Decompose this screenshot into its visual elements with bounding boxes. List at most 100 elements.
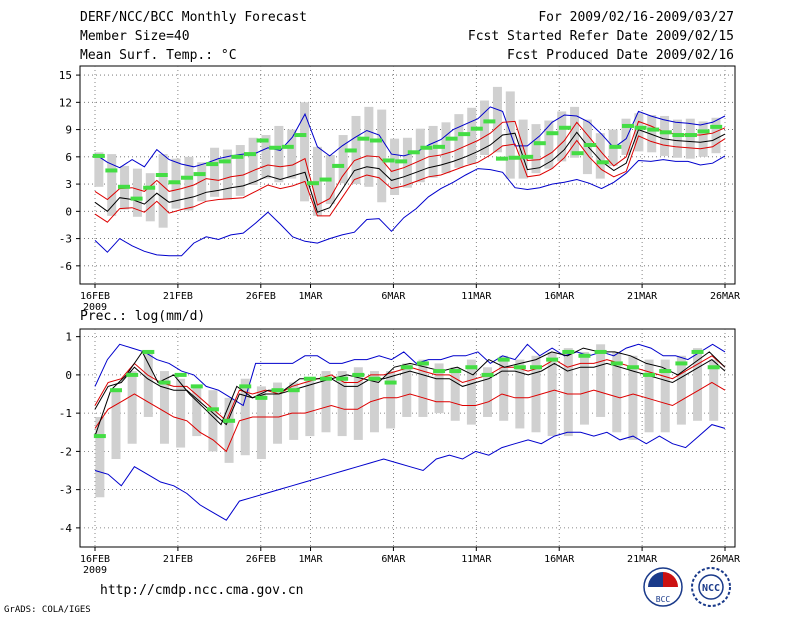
prec-year-label: 2009	[83, 565, 107, 576]
prec-spread-box	[644, 359, 654, 433]
prec-obs-marker	[368, 376, 381, 381]
prec-xtick-label: 11MAR	[461, 554, 492, 565]
prec-series-lower	[94, 381, 726, 453]
prec-obs-marker	[497, 357, 510, 362]
prec-obs-marker	[142, 349, 155, 354]
prec-obs-marker	[562, 349, 575, 354]
temp-spread-box	[505, 91, 515, 179]
prec-obs-marker	[271, 388, 284, 393]
temp-xtick-label: 1MAR	[298, 291, 323, 302]
prec-spread-box	[353, 367, 363, 440]
prec-obs-marker	[93, 434, 106, 439]
prec-obs-marker	[626, 365, 639, 370]
temp-spread-box	[210, 147, 220, 197]
prec-obs-marker	[206, 407, 219, 412]
prec-obs-marker	[643, 372, 656, 377]
prec-obs-marker	[675, 361, 688, 366]
temp-obs-marker	[180, 175, 193, 180]
temp-spread-box	[377, 109, 387, 203]
temp-obs-marker	[155, 173, 168, 177]
fcst-started-date: Fcst Started Refer Date 2009/02/15	[467, 29, 734, 44]
prec-obs-marker	[223, 418, 236, 423]
forecast-period: For 2009/02/16-2009/03/27	[538, 10, 734, 25]
temp-series-lower	[94, 135, 726, 223]
temp-spread-box	[660, 115, 670, 156]
prec-spread-box	[418, 359, 428, 417]
prec-obs-marker	[255, 395, 268, 400]
prec-spread-box	[693, 348, 703, 421]
temp-obs-marker	[382, 158, 395, 163]
temp-obs-marker	[231, 154, 244, 159]
temp-spread-box	[454, 114, 464, 168]
temp-spread-box	[222, 149, 232, 200]
prec-spread-box	[402, 363, 412, 417]
prec-spread-box	[289, 382, 299, 440]
temp-spread-box	[390, 138, 400, 195]
temp-obs-marker	[432, 144, 445, 149]
temp-xtick-label: 26FEB	[246, 291, 276, 302]
prec-obs-marker	[465, 365, 478, 370]
prec-ytick-label: -3	[59, 484, 72, 497]
prec-series-min	[94, 424, 726, 521]
temp-obs-marker	[130, 196, 143, 201]
prec-obs-marker	[513, 365, 526, 370]
temp-spread-box	[685, 118, 695, 159]
temp-obs-marker	[546, 131, 559, 136]
temp-series-mean	[94, 128, 726, 213]
temp-obs-marker	[168, 180, 181, 185]
prec-ytick-label: -1	[59, 407, 72, 420]
temp-obs-marker	[407, 150, 420, 155]
prec-spread-box	[192, 386, 202, 437]
temp-spread-box	[518, 119, 528, 179]
prec-spread-box	[547, 351, 557, 437]
prec-obs-marker	[530, 365, 542, 370]
prec-frame	[79, 328, 736, 548]
prec-spread-box	[273, 382, 283, 444]
temp-xtick-label: 6MAR	[381, 291, 406, 302]
temp-obs-marker	[193, 172, 206, 177]
temp-obs-marker	[256, 138, 269, 143]
temp-spread-box	[557, 111, 567, 162]
temp-year-label: 2009	[83, 302, 107, 313]
grads-credit: GrADS: COLA/IGES	[4, 605, 91, 615]
temp-spread-box	[711, 117, 721, 154]
temp-spread-box	[287, 129, 297, 179]
temp-spread-box	[248, 137, 258, 185]
temp-xtick-label: 11MAR	[461, 291, 492, 302]
prec-spread-box	[143, 351, 153, 417]
temp-obs-marker	[672, 133, 685, 138]
temp-series-upper	[94, 120, 726, 206]
temp-spread-box	[672, 119, 682, 158]
temp-obs-marker	[483, 119, 496, 124]
temp-ytick-label: 6	[65, 151, 72, 164]
temp-spread-box	[595, 133, 605, 179]
ncc-logo-text: NCC	[702, 583, 720, 594]
temp-spread-box	[621, 118, 631, 156]
temp-obs-marker	[495, 156, 508, 161]
temp-spread-box	[274, 125, 284, 183]
bcc-logo: BCC	[643, 567, 683, 607]
temp-spread-box	[235, 145, 245, 196]
temp-ytick-label: -3	[59, 233, 72, 246]
temp-spread-box	[428, 125, 438, 178]
temp-obs-marker	[281, 144, 294, 149]
prec-spread-box	[579, 351, 589, 425]
prec-obs-marker	[303, 376, 316, 381]
prec-xtick-label: 21FEB	[163, 554, 193, 565]
temp-spread-box	[531, 124, 541, 174]
prec-spread-box	[466, 359, 476, 425]
prec-ytick-label: -2	[59, 445, 72, 458]
prec-spread-box	[386, 371, 396, 429]
prec-xtick-label: 26FEB	[246, 554, 276, 565]
temp-xtick-label: 21MAR	[627, 291, 658, 302]
prec-spread-box	[531, 355, 541, 433]
prec-xtick-label: 21MAR	[627, 554, 658, 565]
temp-obs-marker	[508, 155, 521, 160]
source-url[interactable]: http://cmdp.ncc.cma.gov.cn	[100, 583, 304, 598]
prec-obs-marker	[610, 361, 623, 366]
temp-spread-box	[570, 106, 580, 158]
prec-spread-box	[240, 378, 250, 456]
prec-obs-marker	[158, 380, 171, 385]
prec-spread-box	[709, 359, 719, 421]
